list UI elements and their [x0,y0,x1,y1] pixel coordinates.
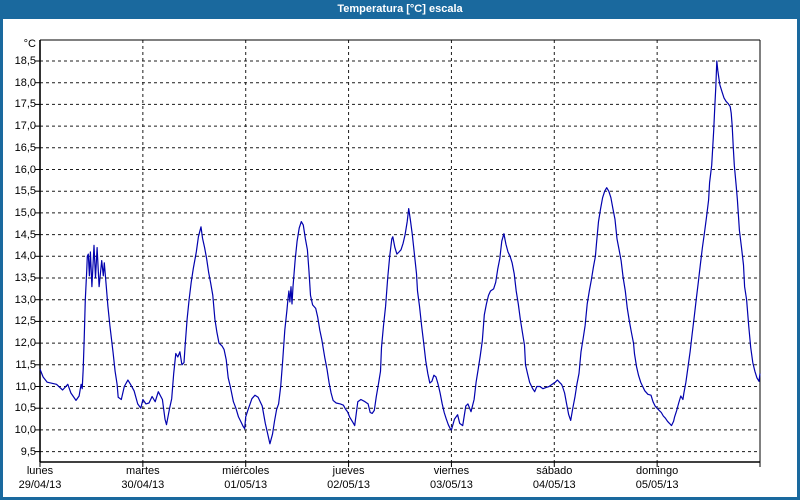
y-axis-tick-label: 13,5 [14,272,36,284]
x-axis-day-label: sábado [536,465,573,477]
y-axis-tick-label: 12,0 [14,337,36,350]
y-axis-tick-label: 15,5 [14,185,36,198]
x-axis-date-label: 03/05/13 [430,479,473,491]
x-axis-day-label: martes [126,465,160,477]
y-axis-tick-label: 11,5 [15,358,36,371]
x-axis-date-label: 01/05/13 [224,479,268,491]
y-axis-tick-label: 15,0 [14,206,36,219]
x-axis-day-label: domingo [636,465,679,477]
x-axis-day-label: viernes [433,465,470,477]
y-axis-tick-label: 18,0 [14,76,36,89]
x-axis-day-label: miércoles [222,465,270,477]
x-axis-date-label: 30/04/13 [121,479,165,491]
x-axis-date-label: 02/05/13 [327,479,370,491]
chart-area: °C 18,5 18,0 17,5 17,0 16,5 16,0 15,5 15,0 14,5 1… [3,19,797,497]
y-axis-tick-label: 9,5 [20,445,36,458]
y-axis-tick-label: 17,5 [14,98,36,111]
temperature-series-line [39,60,761,445]
y-axis-unit-label: °C [23,38,36,50]
y-axis-tick-label: 10,5 [14,402,36,415]
y-axis-tick-label: 10,0 [14,423,36,436]
y-axis-tick-label: 16,0 [14,163,36,176]
x-axis-date-label: 29/04/13 [18,479,62,491]
y-axis-tick-label: 17,0 [14,120,36,133]
y-axis-tick-label: 16,5 [14,141,36,154]
y-axis-tick-label: 14,5 [14,228,36,241]
y-axis-tick-label: 12,5 [14,315,36,328]
window-title: Temperatura [°C] escala [337,3,463,15]
x-axis-day-label: jueves [332,465,365,477]
y-axis-tick-label: 14,0 [14,250,36,263]
x-axis-date-label: 04/05/13 [532,479,576,491]
window-title-bar: Temperatura [°C] escala [0,0,800,19]
x-axis-date-label: 05/05/13 [635,479,679,491]
x-axis-day-label: lunes [26,465,54,477]
y-axis-tick-label: 13,0 [14,293,36,306]
y-axis-tick-label: 18,5 [14,55,36,67]
y-axis-tick-label: 11,0 [15,380,36,393]
